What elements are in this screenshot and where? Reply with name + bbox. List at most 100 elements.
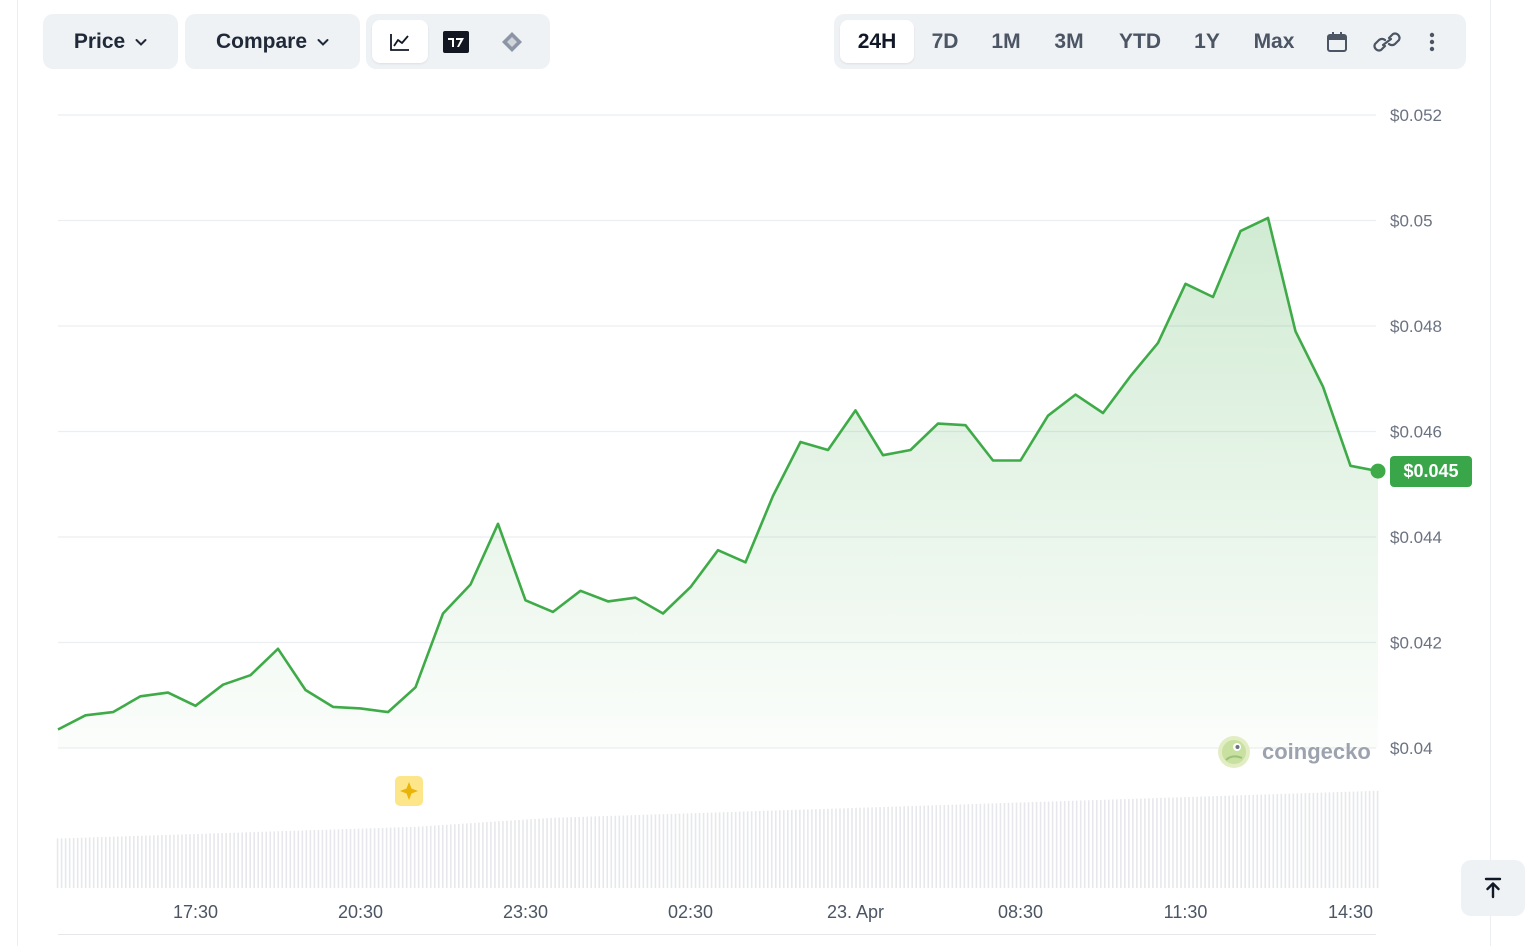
volume-bar (887, 807, 889, 888)
volume-bar (1289, 794, 1291, 888)
event-marker[interactable] (395, 776, 423, 806)
volume-bar (839, 808, 841, 888)
y-tick-label: $0.05 (1390, 212, 1433, 231)
volume-bar (153, 835, 155, 888)
volume-bar (277, 831, 279, 888)
volume-bar (241, 832, 243, 888)
volume-bar (538, 819, 540, 888)
y-tick-label: $0.04 (1390, 739, 1433, 758)
volume-bar (639, 815, 641, 888)
volume-bar (1220, 796, 1222, 888)
volume-bar (414, 827, 416, 888)
volume-bar (847, 808, 849, 888)
volume-bar (1132, 799, 1134, 888)
volume-bar (972, 804, 974, 888)
volume-bar (1088, 800, 1090, 888)
volume-bar (221, 833, 223, 888)
volume-bar (233, 833, 235, 888)
y-tick-label: $0.052 (1390, 106, 1442, 125)
volume-bar (217, 833, 219, 888)
volume-bar (502, 821, 504, 888)
volume-bar (61, 838, 63, 888)
volume-bar (923, 806, 925, 888)
volume-bar (695, 813, 697, 888)
volume-bar (326, 830, 328, 888)
volume-bar (482, 822, 484, 888)
volume-bar (1096, 800, 1098, 888)
volume-bar (506, 821, 508, 888)
volume-bar (1276, 794, 1278, 888)
volume-bar (647, 815, 649, 888)
volume-bar (939, 805, 941, 888)
volume-bar (570, 817, 572, 888)
volume-bar (386, 828, 388, 888)
volume-bar (919, 806, 921, 888)
volume-bar (1305, 793, 1307, 888)
volume-bar (1244, 795, 1246, 888)
volume-bar (510, 821, 512, 888)
volume-bar (470, 823, 472, 888)
volume-bar (574, 817, 576, 888)
volume-bar (803, 810, 805, 888)
scroll-to-top-button[interactable] (1461, 860, 1525, 916)
volume-bar (285, 831, 287, 888)
volume-bar (747, 811, 749, 888)
volume-bar (1192, 797, 1194, 888)
volume-bar (177, 835, 179, 888)
volume-bar (109, 837, 111, 888)
volume-bar (795, 810, 797, 888)
volume-bar (273, 831, 275, 888)
volume-bar (406, 827, 408, 888)
volume-bar (779, 810, 781, 888)
volume-bar (1124, 799, 1126, 888)
volume-bar (229, 833, 231, 888)
x-tick-label: 11:30 (1164, 902, 1208, 922)
volume-bar (1353, 792, 1355, 888)
volume-bar (1317, 793, 1319, 888)
volume-bar (478, 823, 480, 888)
volume-bar (454, 824, 456, 888)
volume-bar (663, 814, 665, 888)
volume-bar (851, 808, 853, 888)
x-tick-label: 14:30 (1328, 902, 1373, 922)
volume-bar (522, 820, 524, 888)
volume-bar (791, 810, 793, 888)
volume-bar (1204, 796, 1206, 888)
volume-bar (1345, 792, 1347, 888)
volume-bar (614, 816, 616, 888)
volume-bar (201, 834, 203, 888)
volume-bar (338, 829, 340, 888)
volume-bar (398, 827, 400, 888)
volume-bar (1313, 793, 1315, 888)
volume-bar (157, 835, 159, 888)
volume-bar (514, 820, 516, 888)
volume-bar (1140, 799, 1142, 888)
volume-bar (354, 829, 356, 888)
volume-bar (442, 825, 444, 888)
volume-bar (602, 816, 604, 888)
volume-bar (1052, 801, 1054, 888)
navigator-strip (58, 934, 1376, 947)
volume-bar (691, 813, 693, 888)
volume-bar (410, 827, 412, 888)
volume-bar (715, 812, 717, 888)
x-tick-label: 23. Apr (827, 902, 884, 922)
volume-bar (703, 813, 705, 888)
volume-bar (213, 833, 215, 888)
x-tick-label: 02:30 (668, 902, 713, 922)
volume-bar (265, 832, 267, 888)
volume-bar (249, 832, 251, 888)
volume-bar (1032, 802, 1034, 888)
volume-bar (1365, 791, 1367, 888)
volume-bar (366, 828, 368, 888)
volume-bar (1012, 803, 1014, 888)
volume-bar (731, 812, 733, 888)
volume-bar (434, 826, 436, 888)
volume-bar (358, 829, 360, 888)
volume-bar (1172, 797, 1174, 888)
volume-bar (1180, 797, 1182, 888)
volume-bar (755, 811, 757, 888)
volume-bar (245, 832, 247, 888)
volume-bar (679, 814, 681, 888)
volume-bar (895, 807, 897, 888)
